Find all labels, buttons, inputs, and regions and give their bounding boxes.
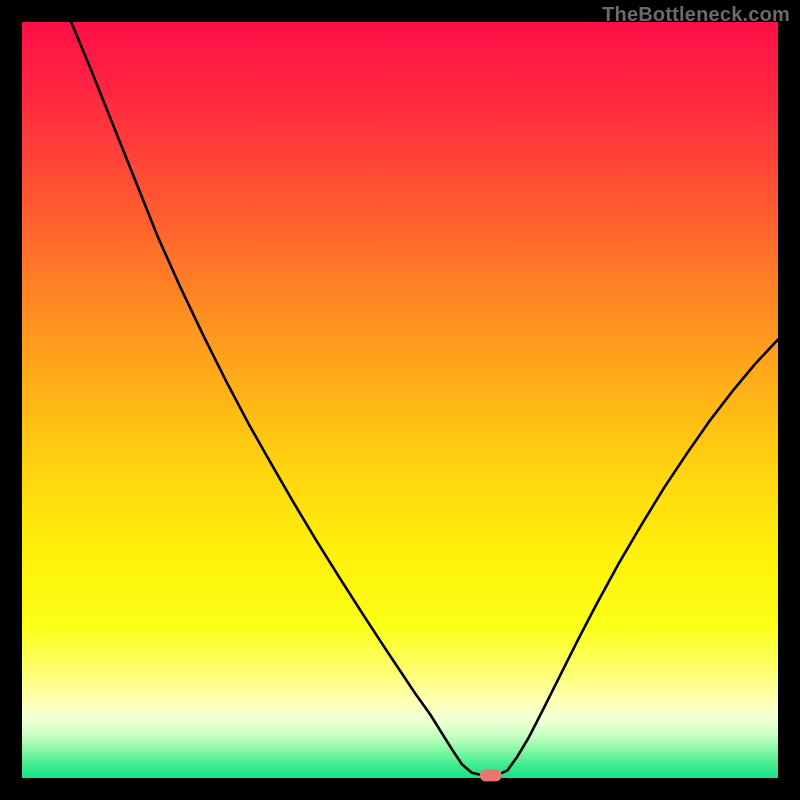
minimum-marker [480, 769, 502, 781]
plot-background [22, 22, 778, 778]
watermark-text: TheBottleneck.com [602, 4, 790, 27]
bottleneck-chart [0, 0, 800, 800]
chart-stage: TheBottleneck.com [0, 0, 800, 800]
